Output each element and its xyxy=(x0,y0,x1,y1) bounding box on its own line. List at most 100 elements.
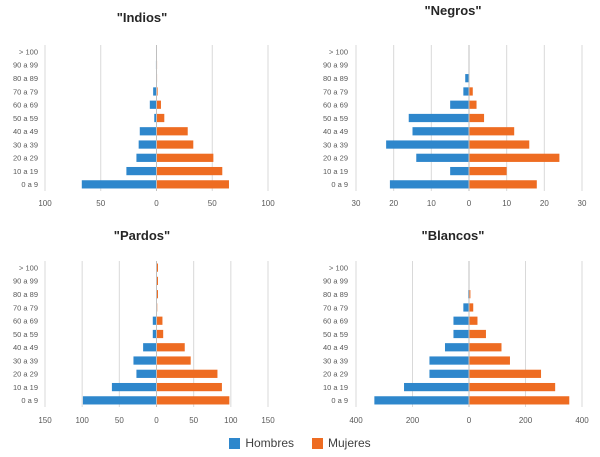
age-group-label: 20 a 29 xyxy=(323,154,348,163)
bar-hombres xyxy=(465,74,469,83)
legend-label-hombres: Hombres xyxy=(245,436,294,450)
bar-mujeres xyxy=(469,140,530,149)
bar-mujeres xyxy=(469,382,556,392)
legend-item-hombres: Hombres xyxy=(229,436,294,450)
bar-hombres xyxy=(154,113,157,123)
bar-hombres xyxy=(450,166,469,176)
bar-mujeres xyxy=(156,180,229,189)
x-tick-label: 200 xyxy=(519,416,533,425)
bar-mujeres xyxy=(156,356,191,365)
age-group-label: 90 a 99 xyxy=(323,277,348,286)
age-group-label: 30 a 39 xyxy=(13,356,38,365)
age-group-label: 60 a 69 xyxy=(13,101,38,110)
age-group-label: 60 a 69 xyxy=(323,101,348,110)
age-group-label: 80 a 89 xyxy=(13,290,38,299)
bar-mujeres xyxy=(156,166,223,176)
bar-hombres xyxy=(152,329,157,339)
bar-mujeres xyxy=(469,396,570,405)
bar-hombres xyxy=(136,153,157,162)
age-group-label: 50 a 59 xyxy=(13,330,38,339)
bar-hombres xyxy=(111,382,157,392)
age-group-label: 60 a 69 xyxy=(13,317,38,326)
bar-mujeres xyxy=(469,100,477,109)
age-group-label: 30 a 39 xyxy=(323,356,348,365)
bar-hombres xyxy=(389,180,469,189)
bar-mujeres xyxy=(156,100,161,109)
age-group-label: 20 a 29 xyxy=(13,154,38,163)
x-tick-label: 30 xyxy=(352,199,361,208)
bar-mujeres xyxy=(469,316,478,325)
age-group-label: > 100 xyxy=(19,47,38,56)
bar-mujeres xyxy=(156,87,158,96)
bar-hombres xyxy=(149,100,157,109)
age-group-label: 10 a 19 xyxy=(323,383,348,392)
x-tick-label: 0 xyxy=(154,199,159,208)
age-group-label: 90 a 99 xyxy=(13,277,38,286)
x-tick-label: 0 xyxy=(467,199,472,208)
bar-mujeres xyxy=(469,290,471,299)
bar-hombres xyxy=(429,356,469,365)
bar-mujeres xyxy=(469,153,560,162)
age-group-label: 90 a 99 xyxy=(323,61,348,70)
bar-mujeres xyxy=(469,329,486,339)
age-group-label: 0 a 9 xyxy=(331,180,348,189)
bar-mujeres xyxy=(469,113,485,123)
age-group-label: 80 a 89 xyxy=(323,74,348,83)
age-group-label: 0 a 9 xyxy=(331,396,348,405)
bar-hombres xyxy=(133,356,157,365)
legend: Hombres Mujeres xyxy=(0,434,600,452)
bar-mujeres xyxy=(469,343,502,352)
age-group-label: 40 a 49 xyxy=(323,127,348,136)
age-group-label: 10 a 19 xyxy=(13,167,38,176)
x-tick-label: 400 xyxy=(575,416,589,425)
x-tick-label: 100 xyxy=(38,199,52,208)
bar-hombres xyxy=(444,343,469,352)
age-group-label: 10 a 19 xyxy=(13,383,38,392)
age-group-label: > 100 xyxy=(19,263,38,272)
bar-mujeres xyxy=(156,290,158,299)
x-tick-label: 50 xyxy=(189,416,198,425)
age-group-label: 30 a 39 xyxy=(323,140,348,149)
age-group-label: 70 a 79 xyxy=(323,303,348,312)
bar-hombres xyxy=(374,396,469,405)
age-group-label: 0 a 9 xyxy=(21,396,38,405)
bar-hombres xyxy=(143,343,157,352)
bar-mujeres xyxy=(156,329,164,339)
x-tick-label: 150 xyxy=(261,416,275,425)
bar-hombres xyxy=(386,140,469,149)
bar-mujeres xyxy=(156,127,188,136)
legend-label-mujeres: Mujeres xyxy=(328,436,371,450)
bar-mujeres xyxy=(469,180,537,189)
bar-hombres xyxy=(412,127,469,136)
chart-title: "Negros" xyxy=(424,3,481,18)
age-group-label: 50 a 59 xyxy=(323,330,348,339)
x-tick-label: 150 xyxy=(38,416,52,425)
bar-mujeres xyxy=(156,343,185,352)
x-tick-label: 0 xyxy=(154,416,159,425)
bar-hombres xyxy=(408,113,469,123)
bar-mujeres xyxy=(156,153,214,162)
bar-hombres xyxy=(82,396,157,405)
bar-hombres xyxy=(152,316,157,325)
bar-hombres xyxy=(429,369,469,378)
bar-hombres xyxy=(139,127,157,136)
age-group-label: 40 a 49 xyxy=(13,343,38,352)
bar-mujeres xyxy=(469,166,507,176)
x-tick-label: 200 xyxy=(406,416,420,425)
age-group-label: > 100 xyxy=(329,47,348,56)
age-group-label: 30 a 39 xyxy=(13,140,38,149)
bar-mujeres xyxy=(156,369,218,378)
bar-mujeres xyxy=(156,140,194,149)
age-group-label: 50 a 59 xyxy=(323,114,348,123)
age-group-label: 50 a 59 xyxy=(13,114,38,123)
bar-mujeres xyxy=(469,127,515,136)
age-group-label: 80 a 89 xyxy=(13,74,38,83)
age-group-label: 70 a 79 xyxy=(13,87,38,96)
x-tick-label: 10 xyxy=(502,199,511,208)
x-tick-label: 50 xyxy=(96,199,105,208)
chart-title: "Indios" xyxy=(117,10,168,25)
bar-hombres xyxy=(153,87,157,96)
age-group-label: 60 a 69 xyxy=(323,317,348,326)
x-tick-label: 100 xyxy=(261,199,275,208)
bar-hombres xyxy=(463,87,469,96)
